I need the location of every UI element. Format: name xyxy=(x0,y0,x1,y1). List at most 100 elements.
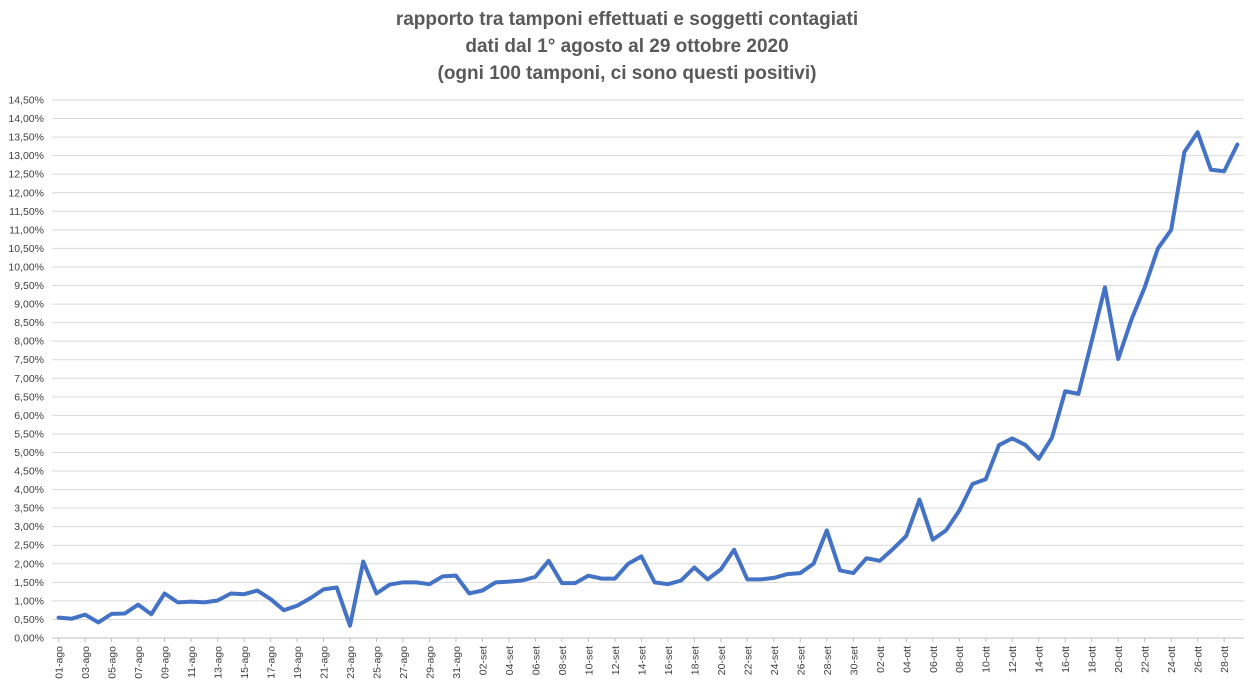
data-point xyxy=(401,580,405,584)
data-point xyxy=(533,575,537,579)
x-tick-label: 02-set xyxy=(477,646,489,675)
x-tick-label: 10-ott xyxy=(981,646,993,673)
data-point xyxy=(1156,246,1160,250)
x-tick-label: 09-ago xyxy=(160,646,172,679)
y-tick-label: 10,50% xyxy=(8,243,44,255)
data-point xyxy=(878,559,882,563)
x-tick-label: 14-ott xyxy=(1034,646,1046,673)
y-tick-label: 1,50% xyxy=(14,577,44,589)
data-point xyxy=(1222,169,1226,173)
x-tick-label: 20-ott xyxy=(1113,646,1125,673)
y-tick-label: 2,00% xyxy=(14,558,44,570)
y-tick-label: 9,00% xyxy=(14,299,44,311)
data-point xyxy=(335,586,339,590)
y-tick-label: 11,00% xyxy=(9,224,44,236)
x-tick-label: 17-ago xyxy=(266,646,278,679)
y-tick-label: 13,50% xyxy=(8,132,44,144)
data-point xyxy=(374,591,378,595)
x-tick-label: 11-ago xyxy=(186,646,198,678)
data-point xyxy=(96,620,100,624)
y-tick-label: 5,00% xyxy=(14,447,44,459)
chart-title-line-3: (ogni 100 tamponi, ci sono questi positi… xyxy=(437,63,817,84)
data-point xyxy=(149,612,153,616)
y-tick-label: 14,00% xyxy=(8,113,44,125)
x-tick-label: 22-set xyxy=(742,646,754,675)
y-tick-label: 5,50% xyxy=(14,428,44,440)
data-point xyxy=(348,624,352,628)
x-tick-label: 26-ott xyxy=(1193,646,1205,673)
data-point xyxy=(361,560,365,564)
y-tick-label: 14,50% xyxy=(8,95,44,107)
data-point xyxy=(547,559,551,563)
x-tick-label: 04-ott xyxy=(901,646,913,673)
data-point xyxy=(1090,339,1094,343)
x-tick-label: 27-ago xyxy=(398,646,410,679)
data-point xyxy=(414,580,418,584)
data-point xyxy=(507,580,511,584)
data-point xyxy=(520,578,524,582)
data-point xyxy=(613,577,617,581)
x-tick-label: 12-set xyxy=(610,646,622,675)
x-tick-label: 16-ott xyxy=(1060,646,1072,673)
y-tick-label: 3,50% xyxy=(14,503,44,515)
x-tick-label: 18-ott xyxy=(1087,646,1099,673)
data-point xyxy=(573,581,577,585)
data-point xyxy=(163,591,167,595)
data-point xyxy=(825,528,829,532)
data-point xyxy=(176,600,180,604)
x-tick-label: 31-ago xyxy=(451,646,463,679)
y-tick-label: 7,50% xyxy=(14,354,44,366)
y-tick-label: 12,00% xyxy=(8,187,44,199)
data-point xyxy=(984,477,988,481)
data-point xyxy=(229,591,233,595)
data-point xyxy=(732,548,736,552)
x-tick-label: 12-ott xyxy=(1007,646,1019,673)
data-point xyxy=(1037,457,1041,461)
data-point xyxy=(918,498,922,502)
x-tick-label: 06-ott xyxy=(928,646,940,673)
data-point xyxy=(255,589,259,593)
data-point xyxy=(706,577,710,581)
data-point xyxy=(295,604,299,608)
x-tick-label: 14-set xyxy=(636,646,648,675)
data-point xyxy=(851,571,855,575)
x-tick-label: 19-ago xyxy=(292,646,304,679)
x-tick-label: 05-ago xyxy=(107,646,119,679)
data-point xyxy=(269,597,273,601)
y-tick-label: 1,00% xyxy=(14,595,44,607)
data-point xyxy=(308,596,312,600)
data-point xyxy=(202,600,206,604)
data-point xyxy=(745,577,749,581)
y-axis-ticks: 0,00% 0,50% 1,00% 1,50% 2,00% 2,50% 3,00% 3,50%… xyxy=(8,95,44,645)
y-tick-label: 4,00% xyxy=(14,484,44,496)
data-point xyxy=(944,528,948,532)
x-tick-label: 06-set xyxy=(530,646,542,675)
data-point xyxy=(812,562,816,566)
x-tick-label: 23-ago xyxy=(345,646,357,679)
x-tick-label: 26-set xyxy=(795,646,807,675)
x-tick-label: 04-set xyxy=(504,646,516,675)
data-point xyxy=(1023,443,1027,447)
y-tick-label: 9,50% xyxy=(14,280,44,292)
data-point xyxy=(1196,130,1200,134)
data-point xyxy=(123,612,127,616)
x-tick-label: 18-set xyxy=(689,646,701,675)
series-layer xyxy=(56,130,1240,628)
data-point xyxy=(454,574,458,578)
chart-title-line-2: dati dal 1° agosto al 29 ottobre 2020 xyxy=(465,36,789,57)
data-point xyxy=(494,580,498,584)
data-point xyxy=(189,600,193,604)
x-tick-label: 28-set xyxy=(822,646,834,675)
data-point xyxy=(1063,389,1067,393)
data-point xyxy=(692,566,696,570)
data-point xyxy=(904,534,908,538)
data-point xyxy=(1103,285,1107,289)
y-tick-label: 0,50% xyxy=(14,614,44,626)
data-point xyxy=(798,571,802,575)
data-point xyxy=(600,577,604,581)
y-tick-label: 8,00% xyxy=(14,336,44,348)
chart-title: rapporto tra tamponi effettuati e sogget… xyxy=(0,6,1254,87)
x-tick-label: 01-ago xyxy=(54,646,66,679)
data-point xyxy=(997,443,1001,447)
